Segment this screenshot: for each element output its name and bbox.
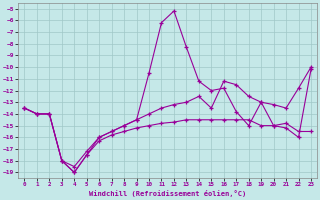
- X-axis label: Windchill (Refroidissement éolien,°C): Windchill (Refroidissement éolien,°C): [89, 190, 246, 197]
